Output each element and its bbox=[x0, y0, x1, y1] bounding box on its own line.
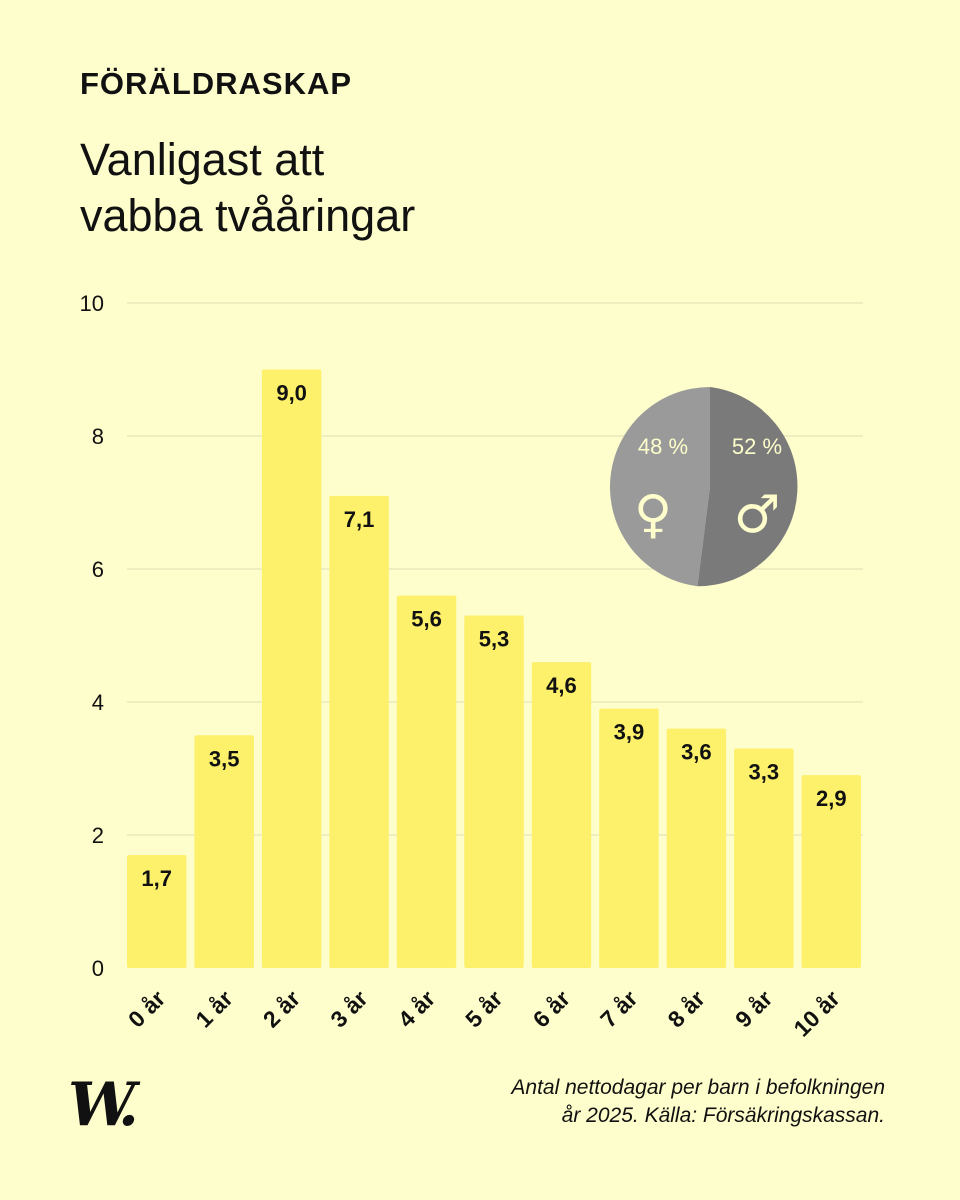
x-tick-label: 4 år bbox=[393, 985, 440, 1032]
x-tick-label: 7 år bbox=[595, 985, 642, 1032]
x-tick-label: 0 år bbox=[123, 985, 170, 1032]
bar-value-label: 1,7 bbox=[141, 866, 172, 891]
bar bbox=[464, 615, 524, 968]
x-tick-label: 8 år bbox=[663, 985, 710, 1032]
title-line-2: vabba tvååringar bbox=[80, 190, 416, 241]
x-tick-label: 10 år bbox=[788, 985, 844, 1041]
pie-label-female: 48 % bbox=[638, 434, 688, 459]
bar-value-label: 2,9 bbox=[816, 786, 847, 811]
bar bbox=[531, 662, 592, 968]
bar bbox=[734, 748, 794, 968]
caption-line-1: Antal nettodagar per barn i befolkningen bbox=[511, 1076, 885, 1099]
y-tick-label: 0 bbox=[92, 956, 104, 981]
y-tick-label: 8 bbox=[92, 424, 104, 449]
bar bbox=[194, 735, 254, 968]
bar-value-label: 7,1 bbox=[344, 507, 375, 532]
x-tick-label: 5 år bbox=[460, 985, 507, 1032]
x-tick-label: 1 år bbox=[190, 985, 237, 1032]
bar bbox=[329, 495, 389, 968]
bar-value-label: 5,6 bbox=[411, 607, 442, 632]
pie-slice-male bbox=[697, 387, 798, 587]
source-caption: Antal nettodagar per barn i befolkningen… bbox=[405, 1074, 885, 1130]
caption-line-2: år 2025. Källa: Försäkringskassan. bbox=[561, 1104, 885, 1127]
pie-label-male: 52 % bbox=[732, 434, 782, 459]
bar-value-label: 3,6 bbox=[681, 740, 712, 765]
x-tick-label: 9 år bbox=[730, 985, 777, 1032]
chart-title: Vanligast att vabba tvååringar bbox=[80, 132, 780, 244]
x-tick-label: 2 år bbox=[258, 985, 305, 1032]
bar bbox=[396, 595, 457, 968]
kicker: FÖRÄLDRASKAP bbox=[80, 66, 353, 101]
bar-value-label: 4,6 bbox=[546, 673, 577, 698]
pie-slice-female bbox=[609, 386, 710, 587]
bar-value-label: 9,0 bbox=[276, 381, 307, 406]
bar bbox=[666, 728, 727, 968]
y-tick-label: 10 bbox=[80, 291, 104, 316]
bar bbox=[801, 775, 861, 968]
bar-value-label: 5,3 bbox=[479, 627, 510, 652]
y-tick-label: 4 bbox=[92, 690, 104, 715]
publication-logo: W. bbox=[68, 1070, 139, 1140]
y-tick-label: 6 bbox=[92, 557, 104, 582]
bar bbox=[599, 708, 659, 968]
title-line-1: Vanligast att bbox=[80, 134, 325, 185]
x-tick-label: 3 år bbox=[325, 985, 372, 1032]
male-symbol-icon: ♂ bbox=[734, 485, 781, 545]
bar-value-label: 3,3 bbox=[749, 760, 780, 785]
x-tick-label: 6 år bbox=[528, 985, 575, 1032]
bar bbox=[127, 854, 187, 968]
bar bbox=[261, 369, 322, 968]
bar-value-label: 3,9 bbox=[614, 720, 645, 745]
female-symbol-icon: ♀ bbox=[634, 485, 672, 545]
y-tick-label: 2 bbox=[92, 823, 104, 848]
bar-value-label: 3,5 bbox=[209, 746, 240, 771]
